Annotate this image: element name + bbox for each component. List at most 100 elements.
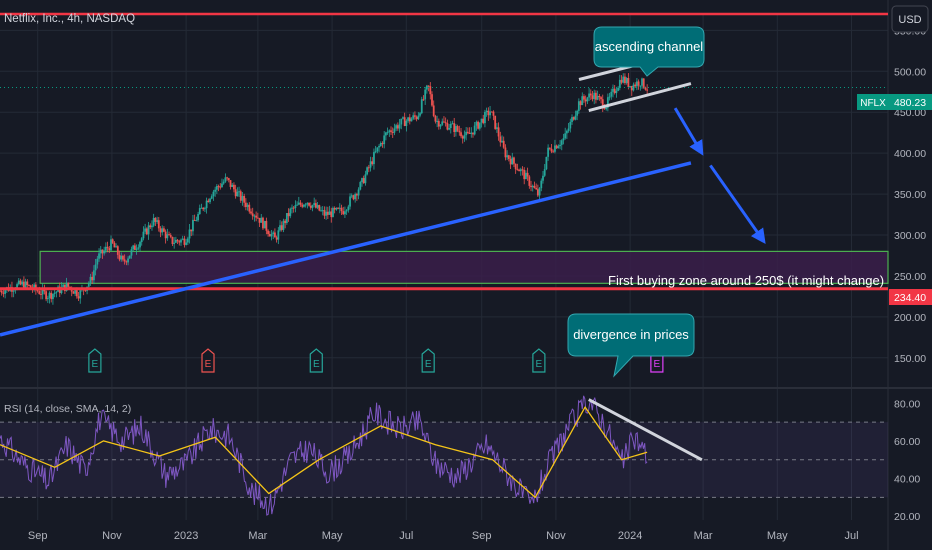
candle-body [439,124,442,127]
projection-arrow-1 [673,107,704,156]
candle-body [395,125,398,129]
candle-body [603,107,606,110]
candle-body [639,85,642,87]
earnings-marker-shape [201,348,215,373]
candle-body [444,122,447,124]
candle-body [436,120,439,122]
candle-body [178,241,181,243]
candle-body [625,78,628,84]
candle-body [432,105,435,116]
candle-body [125,261,128,263]
x-tick-label: Mar [694,530,713,542]
candle-body [48,292,51,299]
candle-body [79,290,82,299]
candle-body [147,225,150,235]
candle-body [53,292,56,294]
candle-body [417,115,420,120]
candle-body [171,236,174,244]
candle-body [347,206,350,211]
candle-body [108,248,111,251]
x-tick-label: Jul [844,530,858,542]
symbol-title: Netflix, Inc., 4h, NASDAQ [4,13,135,25]
candle-body [333,207,336,210]
candle-body [130,249,133,256]
candle-body [33,284,36,290]
candle-body [572,117,575,120]
candle-body [212,191,215,197]
rising-trendline [0,161,692,337]
candle-body [381,143,384,145]
candle-body [320,210,322,212]
candle-body [227,178,230,181]
candle-body [248,204,251,212]
candle-body [313,203,316,206]
candle-body [304,204,307,206]
x-tick-label: Nov [546,530,566,542]
candle-body [465,131,468,136]
candle-body [65,282,68,291]
candle-body [243,195,246,203]
candle-body [279,225,281,231]
candle-body [301,204,304,207]
candle-body [559,144,561,147]
candle-body [23,281,25,289]
candle-body [303,204,305,207]
candle-body [613,88,616,94]
candle-body [429,86,432,95]
candle-body [316,205,319,208]
candle-body [480,118,483,123]
candle-body [605,107,608,110]
candle-body [543,169,546,176]
candle-body [499,136,502,143]
candle-body [463,135,466,139]
candle-body [571,117,573,122]
candle-body [41,288,44,295]
candle-body [219,186,222,188]
candle-body [485,110,488,112]
currency-button[interactable]: USD [891,5,929,33]
candle-body [270,234,273,237]
candle-body [600,97,602,100]
candle-body [519,169,522,172]
candle-body [2,292,5,294]
candle-body [294,205,297,209]
candle-body [214,189,217,192]
candle-body [361,178,363,183]
candle-body [557,146,560,149]
candle-body [268,233,271,237]
buy-zone-rect [39,250,889,284]
candle-body [186,238,189,243]
candle-body [84,290,87,292]
candle-body [494,115,497,129]
axes: Sep Nov 2023 Mar May Jul Sep Nov 2024 Mar May Jul 20… [28,25,926,542]
candle-body [504,147,507,158]
candle-body [364,174,367,184]
candle-body [226,177,228,179]
candle-body [545,156,548,170]
candle-body [583,96,585,100]
candle-body [332,207,334,218]
candle-body [144,228,147,232]
candle-body [103,250,106,254]
candle-body [309,205,312,208]
rsi-tick-label: 60.00 [894,436,920,448]
candle-body [26,281,29,286]
candle-body [374,151,377,153]
candle-body [581,96,584,106]
rsi-line [0,395,648,516]
candle-body [383,135,386,145]
candle-body [584,99,587,102]
candle-body [576,110,579,116]
candle-body [528,176,531,186]
candle-body [234,189,237,197]
candle-body [265,220,268,231]
candle-body [371,161,374,165]
candle-body [555,145,558,149]
candle-body [17,280,20,285]
candle-body [484,111,486,124]
candle-body [533,185,536,188]
candle-body [408,117,411,122]
candle-body [497,127,500,137]
